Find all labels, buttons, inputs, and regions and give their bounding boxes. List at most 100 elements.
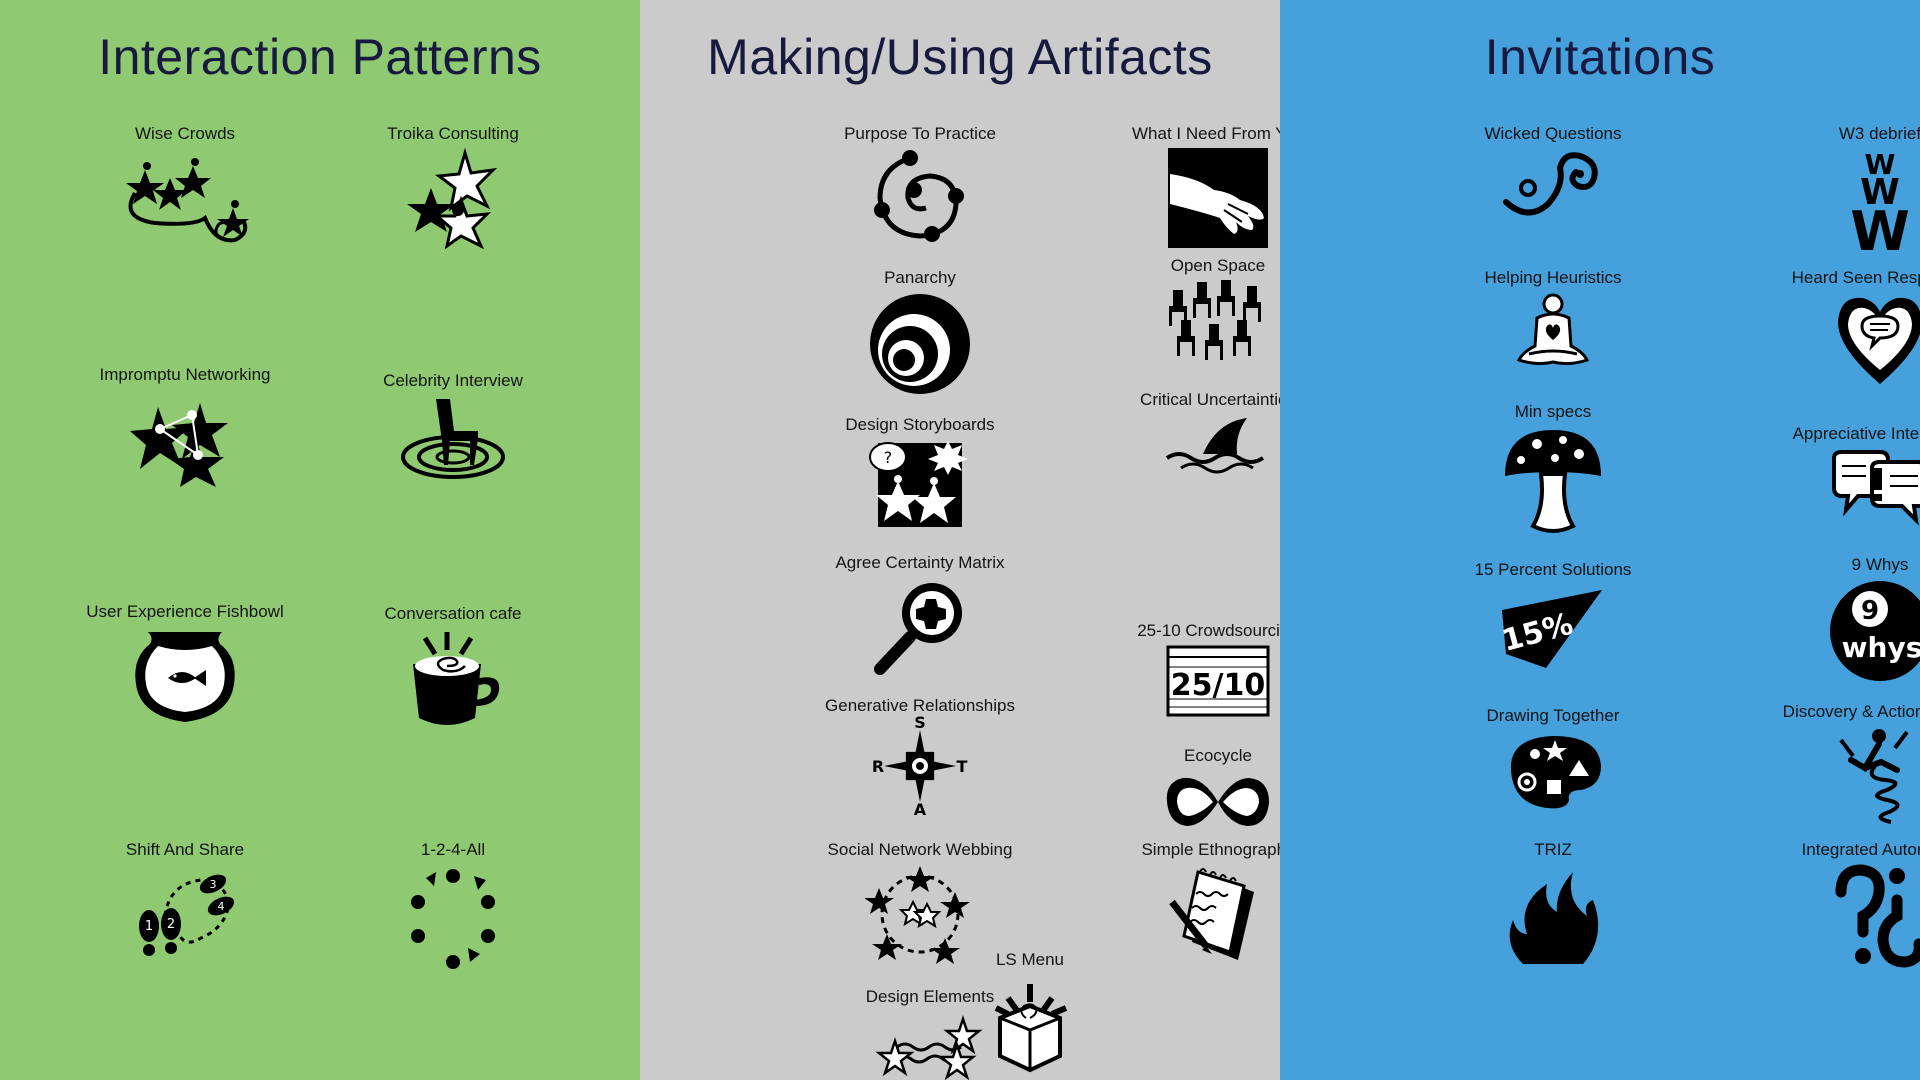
star-web-icon bbox=[865, 866, 970, 964]
wicked-questions-label: Wicked Questions bbox=[1484, 124, 1622, 143]
appreciative-interviews-item[interactable]: Appreciative Interviews bbox=[1770, 424, 1920, 528]
triz-item[interactable]: TRIZ bbox=[1443, 840, 1663, 968]
notepad-icon bbox=[1169, 868, 1254, 960]
compass-letter-r: R bbox=[872, 757, 884, 776]
social-network-webbing-item[interactable]: Social Network Webbing bbox=[810, 840, 1030, 964]
svg-text:2: 2 bbox=[167, 917, 175, 932]
magnifier-icon bbox=[874, 583, 962, 675]
generative-relationships-label: Generative Relationships bbox=[825, 696, 1015, 715]
generative-relationships-item[interactable]: Generative Relationships S R T A bbox=[810, 696, 1030, 816]
one-two-four-all-item[interactable]: 1-2-4-All bbox=[343, 840, 563, 974]
interaction-patterns-column: Interaction Patterns Wise Crowds Troika … bbox=[0, 0, 640, 1080]
what-i-need-from-you-item[interactable]: What I Need From You bbox=[1108, 124, 1328, 248]
integrated-autonomy-item[interactable]: Integrated Autonomy bbox=[1770, 840, 1920, 968]
ecocycle-label: Ecocycle bbox=[1183, 746, 1253, 765]
three-stars-icon bbox=[407, 148, 498, 250]
shift-and-share-label: Shift And Share bbox=[125, 840, 245, 859]
spring-figure-icon bbox=[1839, 729, 1909, 824]
invitations-title: Invitations bbox=[1484, 29, 1716, 85]
spiral-dots-icon bbox=[874, 150, 964, 242]
coffee-cup-icon bbox=[413, 632, 500, 725]
speech-bubbles-icon bbox=[1832, 450, 1920, 526]
fifteen-percent-solutions-item[interactable]: 15 Percent Solutions 15% bbox=[1443, 560, 1663, 674]
meditating-figure-icon bbox=[1516, 293, 1590, 366]
impromptu-networking-item[interactable]: Impromptu Networking bbox=[75, 365, 295, 489]
purpose-to-practice-label: Purpose To Practice bbox=[844, 124, 996, 143]
ls-menu-item[interactable]: LS Menu bbox=[970, 950, 1090, 1074]
circle-dots-icon bbox=[411, 869, 495, 969]
fifteen-percent-solutions-label: 15 Percent Solutions bbox=[1474, 560, 1632, 579]
compass-letter-s: S bbox=[914, 716, 926, 732]
svg-text:4: 4 bbox=[218, 900, 225, 913]
helping-heuristics-item[interactable]: Helping Heuristics bbox=[1443, 268, 1663, 372]
interaction-patterns-title: Interaction Patterns bbox=[98, 29, 542, 85]
stars-swirl-icon bbox=[126, 158, 249, 243]
troika-consulting-label: Troika Consulting bbox=[387, 124, 519, 143]
integrated-autonomy-label: Integrated Autonomy bbox=[1801, 840, 1920, 859]
triz-label: TRIZ bbox=[1534, 840, 1572, 859]
compass-icon: S R T A bbox=[872, 716, 968, 816]
shark-fin-icon bbox=[1165, 418, 1265, 474]
flame-icon bbox=[1509, 872, 1599, 964]
heard-seen-respected-label: Heard Seen Respected bbox=[1791, 268, 1920, 287]
social-network-webbing-label: Social Network Webbing bbox=[827, 840, 1013, 859]
invitations-column: Invitations Wicked Questions W3 debrief … bbox=[1280, 0, 1920, 1080]
chair-spotlight-icon bbox=[401, 399, 505, 479]
user-experience-fishbowl-item[interactable]: User Experience Fishbowl bbox=[75, 602, 295, 726]
fishbowl-icon bbox=[135, 632, 235, 722]
critical-uncertainties-item[interactable]: Critical Uncertainties bbox=[1108, 390, 1328, 474]
svg-text:?: ? bbox=[884, 448, 893, 467]
design-storyboards-label: Design Storyboards bbox=[845, 415, 995, 434]
wicked-questions-item[interactable]: Wicked Questions bbox=[1443, 124, 1663, 228]
what-i-need-from-you-label: What I Need From You bbox=[1132, 124, 1304, 143]
design-storyboards-item[interactable]: Design Storyboards ? bbox=[810, 415, 1030, 531]
compass-letter-t: T bbox=[957, 757, 968, 776]
wise-crowds-label: Wise Crowds bbox=[134, 124, 236, 143]
discovery-action-dialog-label: Discovery & Action Dialog bbox=[1782, 702, 1920, 721]
conversation-cafe-label: Conversation cafe bbox=[384, 604, 522, 623]
w3-debrief-item[interactable]: W3 debrief W W W bbox=[1770, 124, 1920, 254]
impromptu-networking-label: Impromptu Networking bbox=[99, 365, 271, 384]
making-using-artifacts-column: Making/Using Artifacts Purpose To Practi… bbox=[640, 0, 1304, 1081]
network-stars-icon bbox=[130, 403, 228, 487]
open-space-item[interactable]: Open Space bbox=[1108, 256, 1328, 360]
box-burst-icon bbox=[994, 984, 1068, 1073]
troika-consulting-item[interactable]: Troika Consulting bbox=[343, 124, 563, 258]
ecocycle-item[interactable]: Ecocycle bbox=[1108, 746, 1328, 834]
pennant-icon: 15% bbox=[1498, 590, 1602, 668]
ls-menu-label: LS Menu bbox=[995, 950, 1065, 969]
nine-whys-item[interactable]: 9 Whys 9 whys bbox=[1770, 555, 1920, 683]
open-space-label: Open Space bbox=[1170, 256, 1266, 275]
agree-certainty-matrix-item[interactable]: Agree Certainty Matrix bbox=[810, 553, 1030, 677]
eight-ball-number: 9 bbox=[1861, 596, 1879, 626]
heard-seen-respected-item[interactable]: Heard Seen Respected bbox=[1770, 268, 1920, 388]
squiggle-icon bbox=[1503, 152, 1598, 216]
celebrity-interview-label: Celebrity Interview bbox=[383, 371, 523, 390]
purpose-to-practice-item[interactable]: Purpose To Practice bbox=[810, 124, 1030, 248]
heart-speech-icon bbox=[1838, 297, 1920, 384]
ticket-icon: 25/10 bbox=[1166, 645, 1270, 717]
panarchy-item[interactable]: Panarchy bbox=[810, 268, 1030, 396]
eight-ball-word: whys bbox=[1842, 631, 1920, 664]
storyboard-icon: ? bbox=[869, 441, 968, 527]
mushroom-icon bbox=[1505, 430, 1601, 533]
nine-whys-label: 9 Whys bbox=[1851, 555, 1909, 574]
celebrity-interview-item[interactable]: Celebrity Interview bbox=[343, 371, 563, 485]
crowdsourcing-25-10-item[interactable]: 25-10 Crowdsourcing 25/10 bbox=[1108, 621, 1328, 717]
min-specs-label: Min specs bbox=[1514, 402, 1592, 421]
shift-and-share-item[interactable]: Shift And Share 1 2 3 4 bbox=[75, 840, 295, 964]
open-hand-icon bbox=[1168, 148, 1268, 248]
infinity-icon bbox=[1166, 777, 1269, 826]
wise-crowds-item[interactable]: Wise Crowds bbox=[75, 124, 295, 258]
discovery-action-dialog-item[interactable]: Discovery & Action Dialog bbox=[1770, 702, 1920, 826]
drawing-together-item[interactable]: Drawing Together bbox=[1443, 706, 1663, 810]
design-elements-item[interactable]: Design Elements bbox=[820, 987, 1040, 1081]
eight-ball-icon: 9 whys bbox=[1830, 581, 1920, 681]
min-specs-item[interactable]: Min specs bbox=[1443, 402, 1663, 536]
conversation-cafe-item[interactable]: Conversation cafe bbox=[343, 604, 563, 738]
making-using-artifacts-title: Making/Using Artifacts bbox=[707, 29, 1213, 85]
simple-ethnography-item[interactable]: Simple Ethnography bbox=[1108, 840, 1328, 964]
design-elements-label: Design Elements bbox=[865, 987, 995, 1006]
crowdsourcing-25-10-label: 25-10 Crowdsourcing bbox=[1137, 621, 1299, 640]
drawing-together-label: Drawing Together bbox=[1486, 706, 1620, 725]
